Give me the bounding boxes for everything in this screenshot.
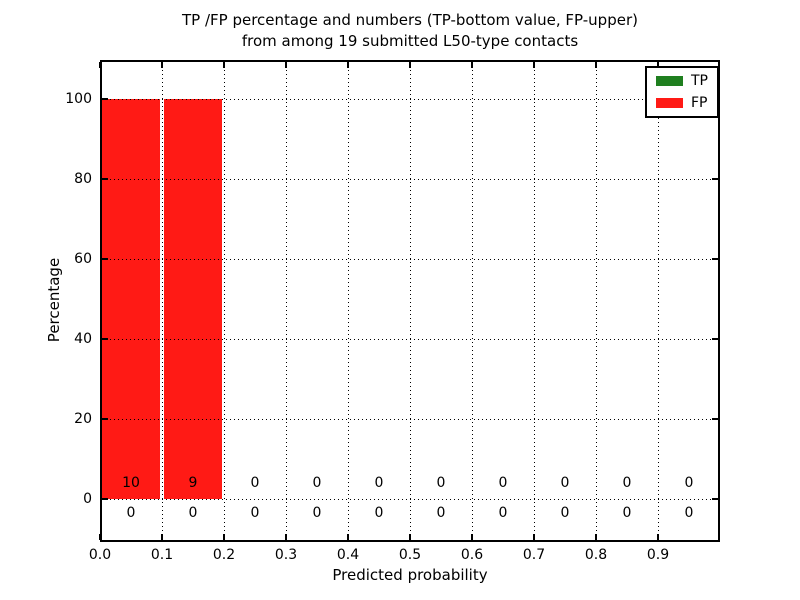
x-tick-mark xyxy=(347,62,349,68)
chart-title-line-2: from among 19 submitted L50-type contact… xyxy=(241,32,579,50)
fp-bar xyxy=(163,99,222,499)
fp-bar xyxy=(101,99,160,499)
x-tick-label: 0.9 xyxy=(646,547,670,563)
y-tick-mark xyxy=(102,338,108,340)
tp-count-label: 0 xyxy=(498,505,508,521)
x-tick-mark xyxy=(657,534,659,540)
x-tick-label: 0.7 xyxy=(522,547,546,563)
fp-count-label: 0 xyxy=(436,475,446,491)
x-tick-mark xyxy=(533,62,535,68)
x-tick-mark xyxy=(595,534,597,540)
y-tick-mark xyxy=(712,178,718,180)
legend-entry-tp: TP xyxy=(656,73,708,89)
vertical-gridline xyxy=(410,62,411,540)
x-tick-mark xyxy=(285,534,287,540)
vertical-gridline xyxy=(286,62,287,540)
fp-count-label: 0 xyxy=(374,475,384,491)
tp-count-label: 0 xyxy=(250,505,260,521)
y-tick-mark xyxy=(712,418,718,420)
y-tick-label: 60 xyxy=(74,251,92,267)
tp-count-label: 0 xyxy=(374,505,384,521)
fp-legend-label: FP xyxy=(691,95,708,111)
tp-count-label: 0 xyxy=(436,505,446,521)
y-tick-mark xyxy=(102,98,108,100)
x-tick-label: 0.4 xyxy=(336,547,360,563)
x-tick-mark xyxy=(657,62,659,68)
chart-title-line-1: TP /FP percentage and numbers (TP-bottom… xyxy=(182,11,638,29)
tp-count-label: 0 xyxy=(684,505,694,521)
vertical-gridline xyxy=(534,62,535,540)
x-tick-mark xyxy=(99,534,101,540)
vertical-gridline xyxy=(224,62,225,540)
y-tick-mark xyxy=(102,178,108,180)
fp-legend-swatch xyxy=(656,98,683,108)
x-tick-mark xyxy=(409,62,411,68)
x-tick-label: 0.2 xyxy=(212,547,236,563)
tp-count-label: 0 xyxy=(622,505,632,521)
tp-count-label: 0 xyxy=(188,505,198,521)
x-tick-mark xyxy=(161,534,163,540)
vertical-gridline xyxy=(348,62,349,540)
y-tick-label: 40 xyxy=(74,331,92,347)
fp-count-label: 0 xyxy=(560,475,570,491)
x-axis-label: Predicted probability xyxy=(332,566,488,584)
x-tick-label: 0.5 xyxy=(398,547,422,563)
vertical-gridline xyxy=(596,62,597,540)
legend-entry-fp: FP xyxy=(656,95,708,111)
vertical-gridline xyxy=(162,62,163,540)
y-tick-mark xyxy=(102,498,108,500)
x-tick-mark xyxy=(533,534,535,540)
tp-count-label: 0 xyxy=(126,505,136,521)
fp-count-label: 10 xyxy=(122,475,140,491)
fp-count-label: 0 xyxy=(498,475,508,491)
x-tick-mark xyxy=(347,534,349,540)
legend: TP FP xyxy=(645,66,719,118)
tp-legend-label: TP xyxy=(691,73,708,89)
vertical-gridline xyxy=(658,62,659,540)
y-tick-mark xyxy=(712,338,718,340)
x-tick-label: 0.3 xyxy=(274,547,298,563)
vertical-gridline xyxy=(472,62,473,540)
chart-title: TP /FP percentage and numbers (TP-bottom… xyxy=(90,10,730,52)
fp-count-label: 0 xyxy=(250,475,260,491)
fp-count-label: 0 xyxy=(684,475,694,491)
x-tick-mark xyxy=(285,62,287,68)
x-tick-mark xyxy=(409,534,411,540)
fp-count-label: 0 xyxy=(622,475,632,491)
fp-count-label: 9 xyxy=(188,475,198,491)
x-tick-mark xyxy=(471,62,473,68)
x-tick-label: 0.0 xyxy=(88,547,112,563)
tp-count-label: 0 xyxy=(312,505,322,521)
y-tick-mark xyxy=(712,258,718,260)
x-tick-mark xyxy=(223,62,225,68)
y-tick-label: 100 xyxy=(65,91,92,107)
y-tick-label: 80 xyxy=(74,171,92,187)
y-tick-mark xyxy=(712,498,718,500)
y-tick-mark xyxy=(102,418,108,420)
y-tick-label: 20 xyxy=(74,411,92,427)
y-tick-mark xyxy=(102,258,108,260)
tp-count-label: 0 xyxy=(560,505,570,521)
tp-legend-swatch xyxy=(656,76,683,86)
x-tick-mark xyxy=(99,62,101,68)
x-tick-label: 0.1 xyxy=(150,547,174,563)
x-tick-label: 0.6 xyxy=(460,547,484,563)
fp-count-label: 0 xyxy=(312,475,322,491)
x-tick-mark xyxy=(223,534,225,540)
x-tick-label: 0.8 xyxy=(584,547,608,563)
x-tick-mark xyxy=(161,62,163,68)
y-tick-label: 0 xyxy=(83,491,92,507)
x-tick-mark xyxy=(595,62,597,68)
x-tick-mark xyxy=(471,534,473,540)
